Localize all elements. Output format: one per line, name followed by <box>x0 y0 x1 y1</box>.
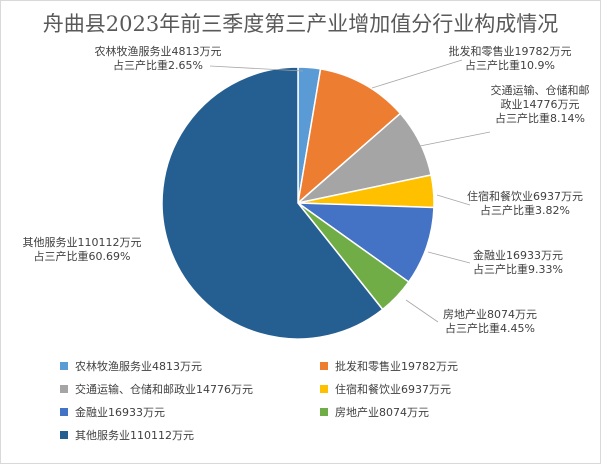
data-label: 占三产比重2.65% <box>113 58 203 72</box>
data-label: 占三产比重9.33% <box>473 262 563 276</box>
legend-item: 批发和零售业19782万元 <box>320 358 580 374</box>
pie-slice <box>295 202 435 283</box>
legend-label: 其他服务业110112万元 <box>75 429 194 442</box>
data-label: 金融业16933万元 <box>473 248 563 262</box>
leader-line <box>209 65 304 72</box>
legend-swatch <box>320 408 328 416</box>
legend-item: 农林牧渔服务业4813万元 <box>60 358 320 374</box>
legend-label: 住宿和餐饮业6937万元 <box>335 383 451 396</box>
data-label: 批发和零售业19782万元 <box>449 44 572 58</box>
legend-item: 其他服务业110112万元 <box>60 427 320 443</box>
legend-swatch <box>60 431 68 439</box>
legend-swatch <box>60 408 68 416</box>
legend-item: 金融业16933万元 <box>60 404 320 420</box>
data-label: 占三产比重3.82% <box>480 203 570 217</box>
data-label: 农林牧渔服务业4813万元 <box>95 44 222 58</box>
chart-legend: 农林牧渔服务业4813万元 批发和零售业19782万元交通运输、仓储和邮政业147… <box>60 358 580 443</box>
legend-label: 交通运输、仓储和邮政业14776万元 <box>75 383 253 396</box>
data-label: 占三产比重60.69% <box>34 249 131 263</box>
legend-item: 交通运输、仓储和邮政业14776万元 <box>60 381 320 397</box>
legend-item: 房地产业8074万元 <box>320 404 580 420</box>
legend-label: 金融业16933万元 <box>75 406 165 419</box>
leader-line <box>405 299 439 323</box>
data-label: 占三产比重10.9% <box>465 58 555 72</box>
data-label: 房地产业8074万元 <box>443 307 537 321</box>
pie-slice <box>296 68 402 205</box>
data-label: 占三产比重4.45% <box>445 321 535 335</box>
pie-slice <box>161 66 384 340</box>
leader-line <box>414 131 491 148</box>
leader-line <box>436 194 471 206</box>
data-label: 交通运输、仓储和邮 <box>491 83 590 97</box>
data-label: 住宿和餐饮业6937万元 <box>467 189 583 203</box>
legend-label: 房地产业8074万元 <box>335 406 429 419</box>
legend-swatch <box>320 362 328 370</box>
data-label: 其他服务业110112万元 <box>23 236 142 249</box>
legend-label: 农林牧渔服务业4813万元 <box>75 360 202 373</box>
leader-line <box>371 59 463 89</box>
legend-swatch <box>60 385 68 393</box>
legend-item: 住宿和餐饮业6937万元 <box>320 381 580 397</box>
leader-line <box>427 251 471 264</box>
data-label: 政业14776万元 <box>501 97 580 111</box>
data-label: 占三产比重8.14% <box>495 111 585 125</box>
legend-swatch <box>60 362 68 370</box>
legend-label: 批发和零售业19782万元 <box>335 360 458 373</box>
chart-title: 舟曲县2023年前三季度第三产业增加值分行业构成情况 <box>42 12 559 36</box>
legend-swatch <box>320 385 328 393</box>
